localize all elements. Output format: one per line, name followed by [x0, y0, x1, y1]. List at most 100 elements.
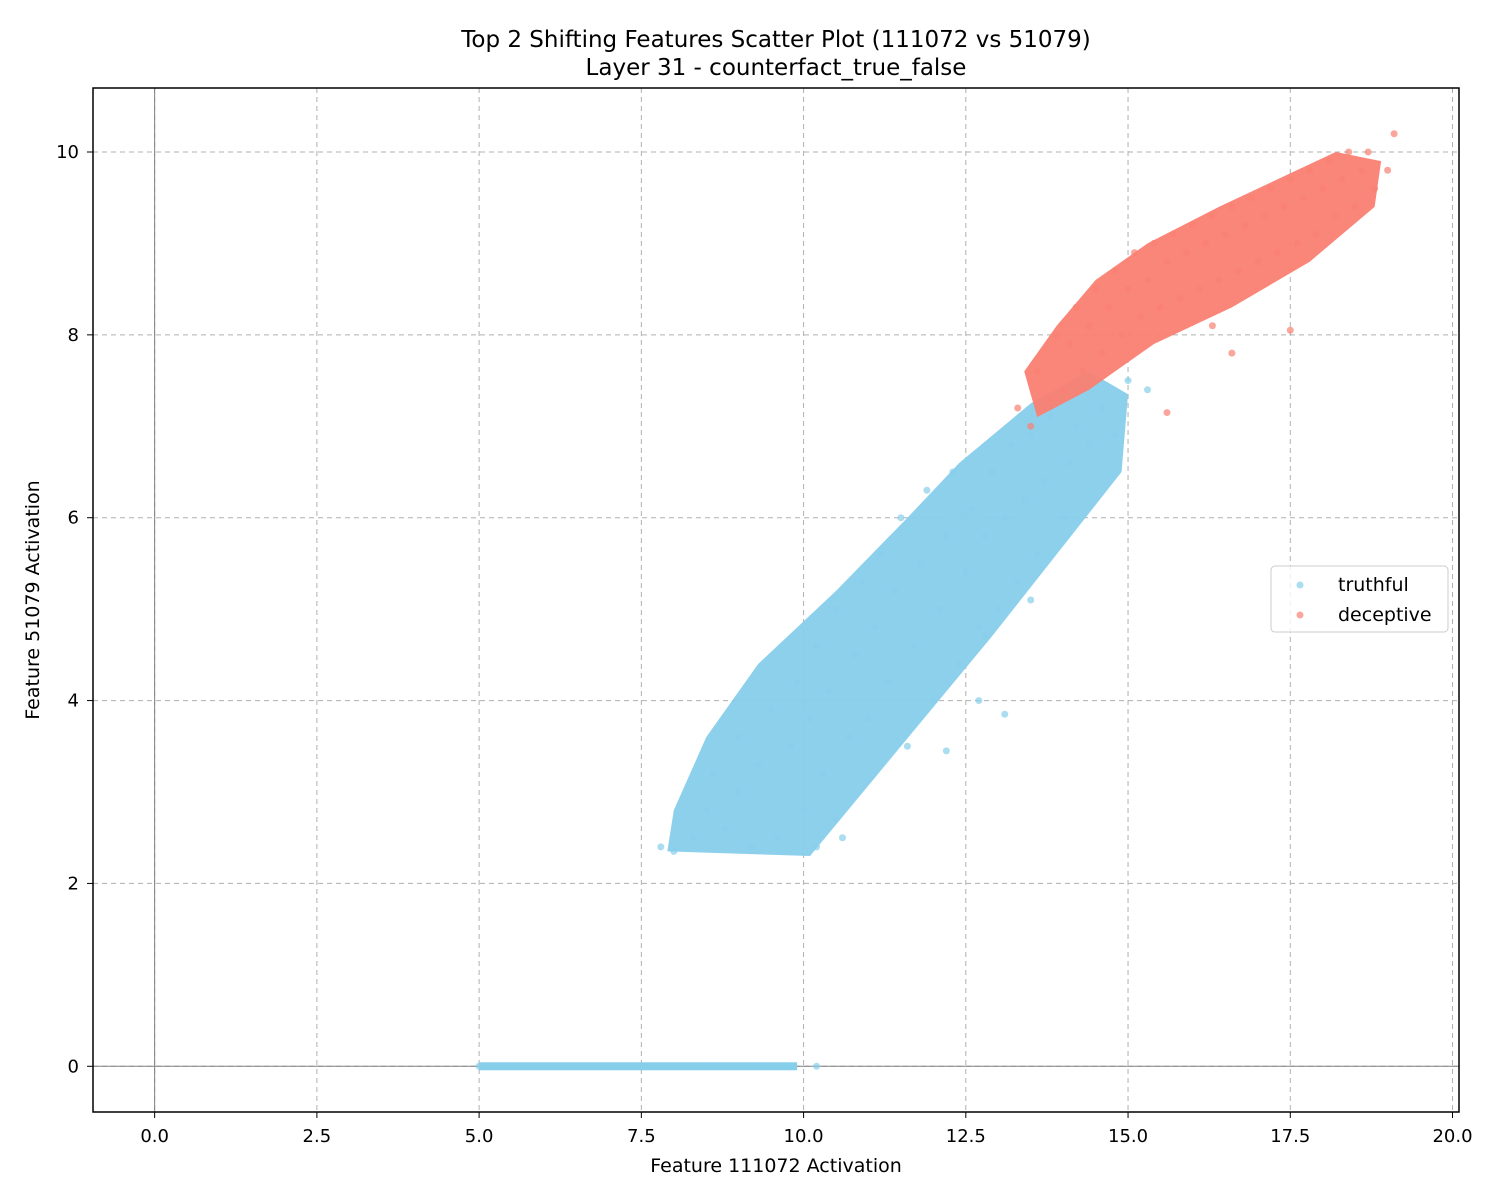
y-axis-label: Feature 51079 Activation — [22, 480, 44, 719]
truthful-point — [832, 605, 840, 613]
truthful-point — [968, 505, 976, 513]
legend-marker-truthful — [1296, 581, 1304, 589]
x-tick-label: 10.0 — [784, 1126, 824, 1147]
truthful-point — [819, 770, 827, 778]
deceptive-point — [1221, 230, 1229, 238]
legend-box — [1270, 565, 1449, 633]
deceptive-point — [1319, 185, 1327, 193]
deceptive-point — [1124, 285, 1132, 293]
deceptive-point — [1338, 175, 1346, 183]
deceptive-point — [1286, 175, 1294, 183]
truthful-point — [936, 605, 944, 613]
truthful-point — [1085, 441, 1093, 449]
truthful-point — [579, 1062, 587, 1070]
deceptive-point — [1098, 349, 1106, 357]
x-tick-label: 2.5 — [303, 1126, 332, 1147]
truthful-point — [657, 843, 665, 851]
deceptive-point — [1280, 203, 1288, 211]
truthful-point — [1001, 710, 1009, 718]
deceptive-point — [1150, 239, 1158, 247]
deceptive-point — [1202, 239, 1210, 247]
y-axis-ticks: 0 2 4 6 8 10 — [56, 142, 93, 1077]
truthful-point — [826, 687, 834, 695]
truthful-point — [722, 825, 730, 833]
deceptive-point — [1137, 313, 1145, 321]
deceptive-point — [1182, 249, 1190, 257]
truthful-point — [975, 623, 983, 631]
deceptive-point — [1053, 331, 1061, 339]
deceptive-point — [1390, 130, 1398, 138]
truthful-point — [851, 651, 859, 659]
deceptive-point — [1014, 404, 1022, 412]
deceptive-point — [1345, 148, 1353, 156]
truthful-point — [877, 550, 885, 558]
chart-subtitle: Layer 31 - counterfact_true_false — [586, 55, 967, 81]
truthful-point — [832, 815, 840, 823]
deceptive-point — [1306, 166, 1314, 174]
truthful-point — [683, 1062, 691, 1070]
deceptive-point — [1156, 303, 1164, 311]
deceptive-point — [1371, 185, 1379, 193]
truthful-point — [689, 834, 697, 842]
deceptive-point — [1195, 285, 1203, 293]
truthful-point — [1027, 596, 1035, 604]
truthful-point — [910, 642, 918, 650]
x-tick-label: 0.0 — [140, 1126, 169, 1147]
deceptive-point — [1059, 386, 1067, 394]
deceptive-point — [1066, 340, 1074, 348]
truthful-point — [735, 788, 743, 796]
x-tick-label: 20.0 — [1432, 1126, 1472, 1147]
truthful-point — [864, 715, 872, 723]
deceptive-point — [1228, 203, 1236, 211]
deceptive-point — [1241, 221, 1249, 229]
truthful-point — [845, 733, 853, 741]
chart-title: Top 2 Shifting Features Scatter Plot (11… — [460, 27, 1091, 53]
truthful-point — [1007, 441, 1015, 449]
truthful-point — [1111, 431, 1119, 439]
truthful-dense-cluster — [667, 371, 1129, 856]
truthful-point — [1144, 386, 1152, 394]
deceptive-point — [1118, 331, 1126, 339]
deceptive-point — [1092, 285, 1100, 293]
truthful-point — [897, 514, 905, 522]
truthful-point — [1072, 422, 1080, 430]
truthful-point — [1066, 459, 1074, 467]
deceptive-point — [1033, 367, 1041, 375]
deceptive-point — [1228, 349, 1236, 357]
truthful-point — [1020, 495, 1028, 503]
deceptive-point — [1046, 395, 1054, 403]
truthful-point — [994, 605, 1002, 613]
deceptive-point — [1131, 249, 1139, 257]
truthful-point — [871, 623, 879, 631]
deceptive-point — [1293, 239, 1301, 247]
truthful-point — [839, 834, 847, 842]
deceptive-point — [1286, 326, 1294, 334]
truthful-point — [942, 532, 950, 540]
x-tick-label: 7.5 — [627, 1126, 656, 1147]
truthful-point — [858, 578, 866, 586]
truthful-point — [813, 642, 821, 650]
truthful-point — [709, 1062, 717, 1070]
deceptive-point — [1169, 230, 1177, 238]
truthful-point — [890, 587, 898, 595]
truthful-point — [1033, 550, 1041, 558]
truthful-point — [793, 678, 801, 686]
truthful-point — [884, 678, 892, 686]
truthful-point — [670, 847, 678, 855]
truthful-point — [962, 569, 970, 577]
truthful-point — [1059, 514, 1067, 522]
deceptive-point — [1247, 194, 1255, 202]
deceptive-point — [1027, 422, 1035, 430]
truthful-point — [748, 843, 756, 851]
truthful-point — [981, 532, 989, 540]
deceptive-point — [1085, 322, 1093, 330]
truthful-point — [813, 843, 821, 851]
deceptive-point — [1325, 157, 1333, 165]
truthful-point — [813, 1062, 821, 1070]
truthful-point — [1098, 404, 1106, 412]
y-tick-label: 2 — [68, 873, 79, 894]
deceptive-dense-cluster — [1024, 152, 1382, 418]
truthful-point — [955, 660, 963, 668]
